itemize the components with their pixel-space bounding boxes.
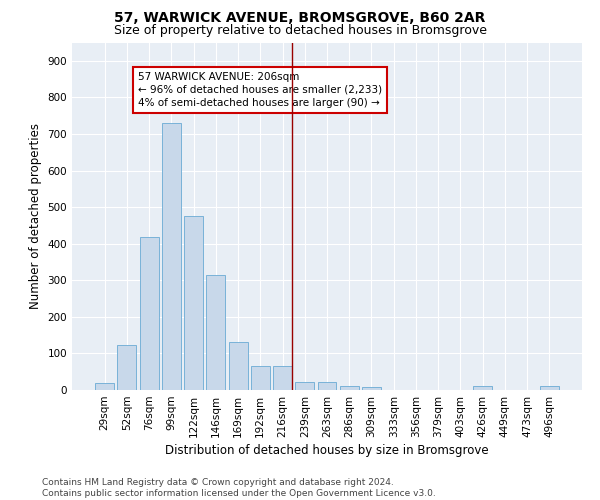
Bar — [317, 382, 337, 390]
Text: 57, WARWICK AVENUE, BROMSGROVE, B60 2AR: 57, WARWICK AVENUE, BROMSGROVE, B60 2AR — [115, 11, 485, 25]
Bar — [295, 382, 314, 390]
Bar — [473, 386, 492, 390]
Text: 57 WARWICK AVENUE: 206sqm
← 96% of detached houses are smaller (2,233)
4% of sem: 57 WARWICK AVENUE: 206sqm ← 96% of detac… — [138, 72, 382, 108]
Bar — [118, 346, 136, 390]
Bar — [162, 123, 181, 390]
Bar — [251, 366, 270, 390]
Text: Size of property relative to detached houses in Bromsgrove: Size of property relative to detached ho… — [113, 24, 487, 37]
Bar — [340, 386, 359, 390]
Bar — [206, 275, 225, 390]
Bar — [229, 342, 248, 390]
Bar — [540, 386, 559, 390]
Bar — [273, 366, 292, 390]
Bar — [140, 236, 158, 390]
Text: Contains HM Land Registry data © Crown copyright and database right 2024.
Contai: Contains HM Land Registry data © Crown c… — [42, 478, 436, 498]
X-axis label: Distribution of detached houses by size in Bromsgrove: Distribution of detached houses by size … — [165, 444, 489, 457]
Y-axis label: Number of detached properties: Number of detached properties — [29, 123, 42, 309]
Bar — [362, 387, 381, 390]
Bar — [184, 216, 203, 390]
Bar — [95, 383, 114, 390]
